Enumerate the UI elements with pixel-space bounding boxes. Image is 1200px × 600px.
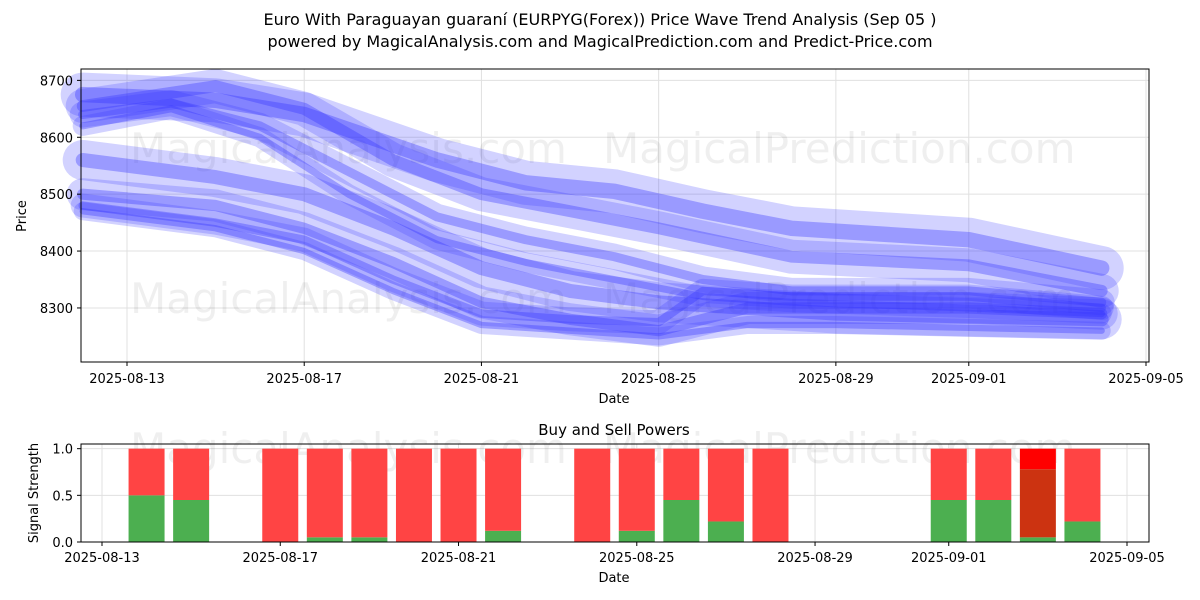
chart-title: Euro With Paraguayan guaraní (EURPYG(For… (263, 10, 937, 29)
buy-bar (351, 537, 388, 542)
sell-bar (975, 448, 1012, 500)
price-y-tick-label: 8400 (40, 245, 73, 260)
price-y-axis-label: Price (15, 200, 30, 232)
price-y-ticks: 8300 8400 8500 8600 8700 (40, 74, 81, 317)
signal-panel: Buy and Sell Powers MagicalAnalysis.com … (27, 421, 1165, 586)
price-y-tick-label: 8500 (40, 188, 73, 203)
price-wave-band (65, 69, 1119, 308)
price-wave-core (79, 208, 1105, 340)
signal-x-tick-label: 2025-08-25 (599, 551, 675, 566)
sell-bar (574, 448, 611, 542)
sell-bar (618, 448, 655, 531)
sell-bar (306, 448, 343, 538)
signal-x-tick-label: 2025-08-21 (421, 551, 497, 566)
sell-bar (930, 448, 967, 500)
price-wave-core (77, 188, 1108, 337)
signal-y-axis-label: Signal Strength (27, 443, 42, 543)
price-wave-band (70, 193, 1114, 335)
price-y-tick-label: 8300 (40, 302, 73, 317)
watermark-prediction-top: MagicalPrediction.com (603, 124, 1076, 173)
watermark-analysis-top: MagicalAnalysis.com (130, 124, 567, 173)
price-wave-core (78, 98, 1107, 307)
signal-x-tick-label: 2025-09-01 (911, 551, 987, 566)
sell-bar (707, 448, 744, 522)
sell-bar (173, 448, 210, 500)
watermark-prediction-mid: MagicalPrediction.com (603, 274, 1076, 323)
price-wave-band (66, 178, 1118, 347)
buy-bar (707, 521, 744, 542)
price-wave-core (79, 105, 1106, 318)
price-plot-frame (80, 68, 1150, 363)
watermark-analysis-mid: MagicalAnalysis.com (130, 274, 567, 323)
price-wave-band (69, 90, 1115, 316)
price-x-tick-label: 2025-09-05 (1108, 372, 1184, 387)
price-x-tick-label: 2025-08-21 (444, 372, 520, 387)
price-wave-core (75, 153, 1109, 327)
buy-bar (975, 500, 1012, 542)
signal-x-ticks: 2025-08-13 2025-08-17 2025-08-21 2025-08-25… (64, 542, 1165, 566)
buy-bar (485, 530, 522, 542)
signal-x-axis-label: Date (598, 571, 629, 586)
price-wave-band (60, 72, 1124, 291)
buy-bar (618, 530, 655, 542)
price-x-tick-label: 2025-08-13 (89, 372, 165, 387)
sell-bar (395, 448, 432, 542)
sell-bar-strong-base (1019, 469, 1056, 538)
price-x-tick-label: 2025-08-29 (798, 372, 874, 387)
price-x-axis-label: Date (598, 392, 629, 407)
price-x-ticks: 2025-08-13 2025-08-17 2025-08-21 2025-08-25… (89, 362, 1184, 387)
price-wave-band (62, 140, 1122, 340)
signal-bars (128, 448, 1101, 542)
buy-bar (128, 495, 165, 542)
signal-y-tick-label: 1.0 (52, 443, 73, 458)
price-x-tick-label: 2025-09-01 (931, 372, 1007, 387)
signal-x-tick-label: 2025-08-17 (242, 551, 318, 566)
sell-bar (440, 448, 477, 542)
buy-bar (1019, 537, 1056, 542)
price-wave-core (76, 80, 1108, 297)
price-wave-core (78, 201, 1106, 327)
signal-y-tick-label: 0.5 (52, 489, 73, 504)
buy-bar (930, 500, 967, 542)
chart-subtitle: powered by MagicalAnalysis.com and Magic… (267, 32, 933, 51)
price-x-tick-label: 2025-08-25 (621, 372, 697, 387)
price-wave-band (73, 202, 1111, 346)
price-y-tick-label: 8600 (40, 131, 73, 146)
signal-y-tick-label: 0.0 (52, 536, 73, 551)
sell-bar (752, 448, 789, 542)
price-wave-band (72, 98, 1112, 324)
buy-bar (1064, 521, 1101, 542)
price-plot-area (81, 69, 1149, 362)
sell-bar (1064, 448, 1101, 522)
sell-bar (351, 448, 388, 538)
sell-bar (663, 448, 700, 500)
price-x-tick-label: 2025-08-17 (266, 372, 342, 387)
sell-bar (128, 448, 165, 496)
signal-x-tick-label: 2025-08-13 (64, 551, 140, 566)
signal-x-tick-label: 2025-09-05 (1089, 551, 1165, 566)
signal-panel-title: Buy and Sell Powers (538, 421, 690, 439)
signal-y-ticks: 0.0 0.5 1.0 (52, 443, 81, 551)
buy-bar (173, 500, 210, 542)
price-grid (81, 69, 1149, 362)
sell-bar (262, 448, 299, 542)
buy-bar (663, 500, 700, 542)
signal-x-tick-label: 2025-08-29 (777, 551, 853, 566)
price-wave-panel: MagicalAnalysis.com MagicalPrediction.co… (15, 68, 1184, 407)
signal-plot-area (81, 444, 1149, 542)
buy-bar (306, 537, 343, 542)
signal-plot-frame (80, 443, 1150, 543)
sell-bar (485, 448, 522, 531)
price-wave-bands (60, 69, 1124, 347)
sell-bar-strong (1019, 448, 1056, 470)
price-y-tick-label: 8700 (40, 74, 73, 89)
price-wave-core (74, 86, 1110, 276)
